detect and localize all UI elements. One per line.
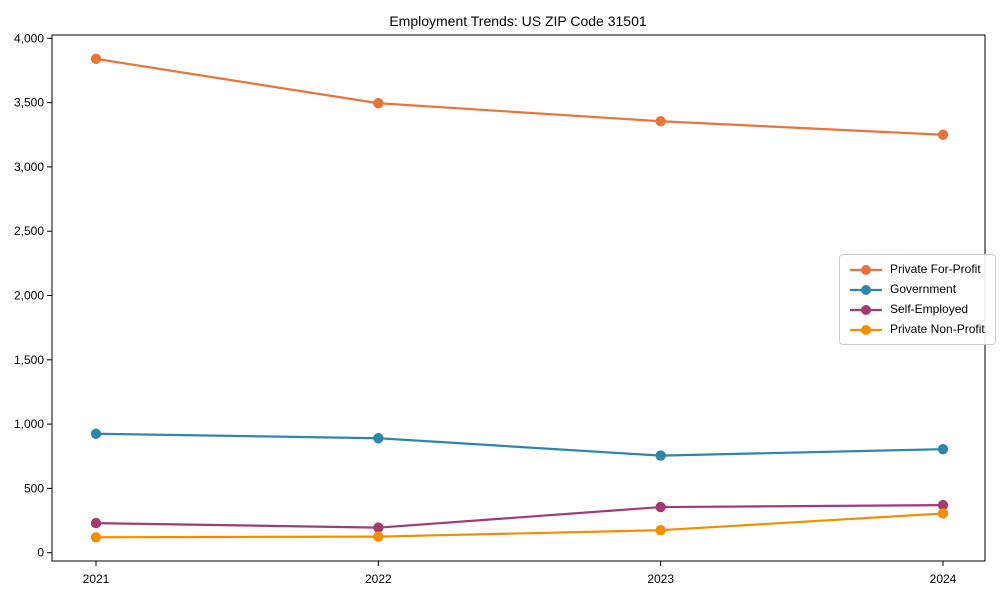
legend-label: Private For-Profit: [890, 262, 981, 276]
y-tick-label: 2,500: [14, 224, 44, 238]
y-tick-label: 4,000: [14, 31, 44, 45]
series-line-self-employed: [94, 504, 945, 529]
data-point: [373, 98, 384, 109]
data-point: [90, 428, 102, 439]
data-point: [373, 522, 384, 533]
legend-label: Self-Employed: [890, 302, 969, 316]
legend-item-government: Government: [849, 282, 985, 297]
legend-marker-icon: [850, 304, 882, 315]
y-tick-label: 500: [24, 481, 44, 495]
data-point: [655, 450, 666, 461]
chart-title: Employment Trends: US ZIP Code 31501: [389, 13, 647, 29]
legend-label: Private Non-Profit: [890, 322, 985, 336]
legend-marker-icon: [850, 284, 882, 295]
y-tick-label: 1,000: [14, 417, 44, 431]
data-point: [937, 443, 949, 455]
data-point: [937, 499, 949, 511]
legend-item-private-non-profit: Private Non-Profit: [849, 322, 985, 337]
y-tick-label: 0: [37, 546, 44, 560]
data-point: [373, 531, 384, 542]
data-point: [90, 517, 102, 529]
series-line-private-non-profit: [94, 512, 945, 539]
data-point: [373, 433, 384, 444]
chart-legend: Private For-Profit Government Self-Employe…: [839, 254, 996, 345]
x-tick-label: 2023: [647, 572, 674, 586]
x-tick-label: 2022: [365, 572, 392, 586]
x-tick-label: 2021: [83, 572, 110, 586]
legend-marker-icon: [850, 264, 882, 275]
legend-label: Government: [890, 282, 957, 296]
data-point: [90, 532, 102, 543]
y-tick-label: 2,000: [14, 289, 44, 303]
x-tick-label: 2024: [930, 572, 957, 586]
series-line-private-for-profit: [94, 57, 945, 136]
data-point: [90, 53, 102, 65]
series-line-government: [94, 432, 945, 457]
data-point: [655, 501, 666, 513]
y-tick-label: 3,000: [14, 160, 44, 174]
data-point: [937, 508, 949, 519]
legend-item-self-employed: Self-Employed: [849, 302, 985, 317]
data-point: [655, 524, 666, 536]
data-point: [655, 116, 666, 127]
legend-item-private-for-profit: Private For-Profit: [849, 262, 985, 277]
y-tick-label: 1,500: [14, 353, 44, 367]
y-tick-label: 3,500: [14, 96, 44, 110]
data-point: [937, 129, 949, 140]
legend-marker-icon: [850, 324, 882, 335]
plot-area: 0 500 1,000 1,500 2,000 2,500 3,000 3,500 4,000 2…: [14, 31, 986, 586]
